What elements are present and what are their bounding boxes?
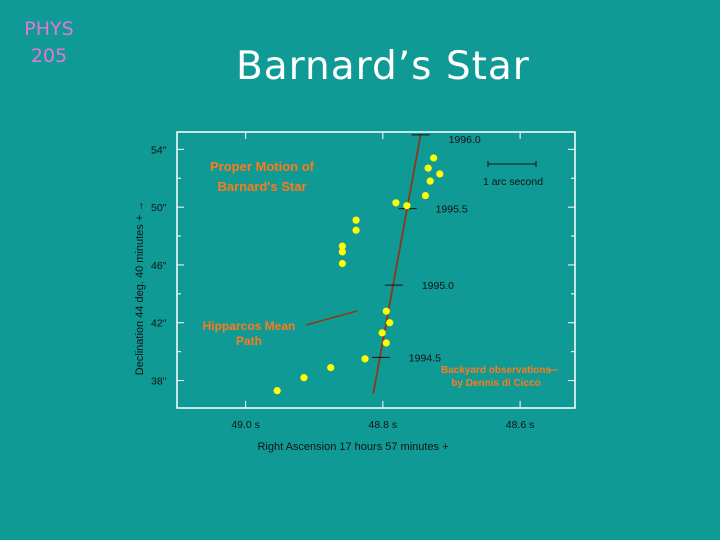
- y-tick-label: 54": [151, 144, 167, 156]
- x-tick-label: 48.6 s: [506, 419, 535, 431]
- data-point: [436, 170, 444, 178]
- data-point: [338, 259, 346, 268]
- data-point: [430, 154, 438, 162]
- data-point: [361, 355, 369, 363]
- observer-note-line-1: Backyard observations: [441, 365, 551, 376]
- scale-bar: 1 arc second: [483, 161, 543, 188]
- hipparcos-label-line-2: Path: [236, 334, 262, 348]
- course-line-2: 205: [30, 45, 68, 67]
- data-point: [403, 202, 411, 210]
- slide-title: Barnard’s Star: [236, 44, 530, 89]
- x-tick-label: 49.0 s: [231, 419, 260, 431]
- data-point: [421, 191, 430, 200]
- data-point: [386, 319, 394, 327]
- data-point: [382, 307, 390, 315]
- data-point: [352, 226, 360, 234]
- data-point: [338, 248, 346, 256]
- data-point: [327, 363, 335, 372]
- data-point: [392, 199, 400, 207]
- y-tick-label: 38": [151, 376, 167, 388]
- y-tick-label: 42": [151, 318, 167, 330]
- y-tick-label: 46": [151, 260, 167, 272]
- data-point: [352, 216, 360, 224]
- hipparcos-pointer: [305, 310, 358, 326]
- x-axis-label: Right Ascension 17 hours 57 minutes +: [257, 441, 448, 453]
- data-point: [273, 387, 281, 395]
- course-label: PHYS 205: [0, 16, 98, 70]
- course-line-1: PHYS: [24, 18, 74, 40]
- chart-title-line-1: Proper Motion of: [210, 159, 315, 174]
- chart-title-line-2: Barnard's Star: [217, 179, 306, 194]
- data-point: [426, 177, 434, 185]
- y-axis-ticks: 54" 50" 46" 42" 38": [151, 144, 575, 388]
- plot-frame: [176, 131, 576, 409]
- epoch-label: 1995.5: [436, 204, 468, 216]
- epoch-label: 1996.0: [449, 134, 481, 146]
- hipparcos-label-line-1: Hipparcos Mean: [203, 319, 296, 333]
- y-tick-label: 50": [151, 202, 167, 214]
- epoch-label: 1994.5: [409, 352, 441, 364]
- data-point: [424, 164, 432, 172]
- data-point: [382, 339, 390, 347]
- y-axis-label: Declination 44 deg. 40 minutes + →: [134, 201, 146, 376]
- x-axis-ticks: 49.0 s 48.8 s 48.6 s: [231, 132, 534, 431]
- x-tick-label: 48.8 s: [369, 419, 398, 431]
- scale-bar-label: 1 arc second: [483, 176, 543, 188]
- data-point: [378, 329, 386, 337]
- data-point: [338, 242, 346, 250]
- mean-path-line: [372, 134, 422, 394]
- epoch-markers: 1994.5 1995.0 1995.5 1996.0: [371, 134, 481, 364]
- epoch-label: 1995.0: [422, 280, 454, 292]
- observer-note-line-2: by Dennis di Cicco: [451, 378, 540, 389]
- data-point: [300, 374, 308, 382]
- observation-points: [273, 154, 444, 395]
